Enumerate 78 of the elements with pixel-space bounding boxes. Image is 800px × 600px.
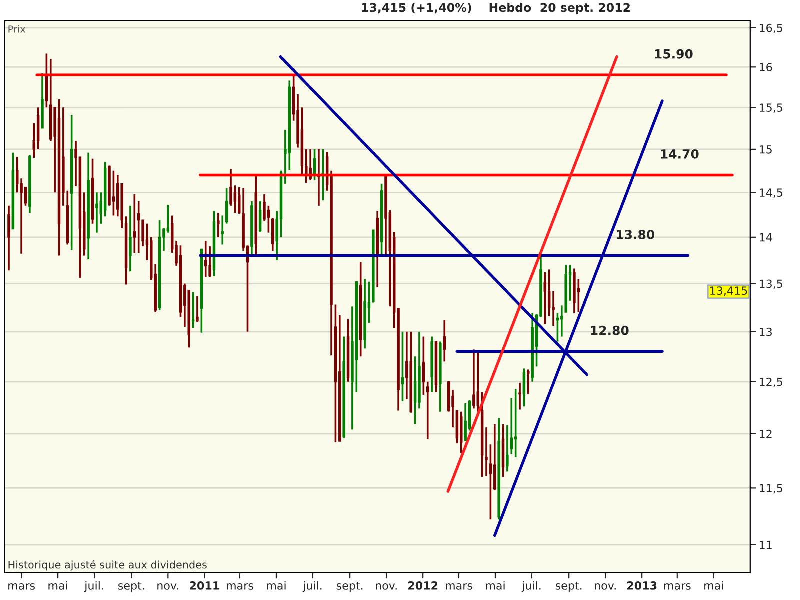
candlestick (24, 186, 28, 207)
x-tick-label: nov. (376, 584, 397, 590)
x-tick-label: nov. (158, 584, 179, 590)
candlestick (221, 214, 224, 246)
y-axis-title: Prix (8, 25, 26, 33)
candlestick (514, 388, 518, 458)
y-tick-label: 12,5 (760, 378, 783, 388)
candlestick (552, 290, 555, 327)
x-tick-label: mars (8, 584, 36, 590)
y-tick-label: 15 (760, 146, 772, 154)
x-tick-label: sept. (556, 582, 582, 592)
candlestick (510, 397, 514, 456)
candlestick (527, 368, 530, 396)
candlestick (506, 424, 509, 473)
candlestick (166, 204, 170, 234)
candlestick (137, 200, 140, 254)
candlestick (196, 295, 199, 324)
candlestick (16, 156, 19, 194)
y-tick-label: 11,5 (760, 484, 783, 494)
candlestick (258, 200, 262, 233)
y-tick-label: 13 (760, 328, 772, 336)
candlestick (414, 356, 417, 426)
candlestick (485, 426, 488, 477)
y-tick-label: 14 (760, 234, 772, 242)
candlestick (96, 192, 98, 234)
y-tick-label: 13,5 (760, 280, 783, 290)
x-tick-label: mars (664, 584, 691, 590)
x-tick-label: nov. (595, 584, 616, 590)
x-tick-label: 2013 (628, 582, 657, 590)
x-tick-label: sept. (336, 582, 363, 592)
candlestick (234, 184, 237, 214)
y-tick-label: 11 (760, 540, 772, 550)
x-tick-label: juil. (522, 581, 541, 592)
candlestick (204, 240, 208, 278)
y-tick-label: 12 (760, 430, 772, 438)
candlestick (464, 402, 467, 442)
candlestick (426, 380, 430, 440)
x-tick-label: juil. (302, 581, 322, 592)
x-tick-label: mars (226, 584, 254, 590)
candlestick (548, 268, 551, 318)
candlestick (422, 336, 426, 396)
annotation: Historique ajusté suite aux dividendes (8, 560, 207, 571)
x-tick-label: 2012 (408, 582, 438, 590)
series-label: 15.90 (655, 49, 693, 59)
candlestick (263, 194, 266, 222)
candlestick (225, 187, 228, 225)
x-tick-label: mai (48, 581, 68, 590)
series-label: 14.70 (661, 149, 699, 159)
candlestick (544, 272, 547, 325)
candlestick (443, 319, 446, 363)
candlestick (8, 205, 10, 272)
x-tick-label: juil. (84, 581, 104, 592)
candlestick (112, 170, 116, 217)
y-tick-label: 16,5 (760, 24, 783, 34)
y-tick-label: 16 (760, 63, 772, 72)
x-tick-label: mars (446, 584, 472, 590)
candlestick (522, 368, 526, 408)
series-label: 12.80 (591, 326, 629, 336)
candlestick (267, 205, 270, 234)
candlestick (401, 330, 404, 402)
candlestick (476, 350, 480, 413)
candlestick (217, 212, 220, 238)
candlestick (518, 382, 522, 411)
chart-title: 13,415 (+1,40%) Hebdo 20 sept. 2012 (362, 3, 630, 14)
candlestick (472, 348, 476, 410)
x-tick-label: sept. (118, 582, 144, 592)
series-label: 13.80 (617, 230, 655, 240)
candlestick (489, 444, 492, 521)
x-tick-label: mai (486, 581, 505, 590)
annotation: 13,415 (710, 286, 748, 296)
candlestick (133, 194, 136, 254)
y-tick-label: 15,5 (760, 104, 783, 114)
x-tick-label: mai (267, 581, 286, 590)
x-tick-label: mai (704, 581, 724, 590)
x-tick-label: 2011 (190, 582, 220, 590)
y-tick-label: 14,5 (760, 188, 783, 198)
candlestick (230, 168, 232, 207)
candlestick (129, 205, 132, 272)
